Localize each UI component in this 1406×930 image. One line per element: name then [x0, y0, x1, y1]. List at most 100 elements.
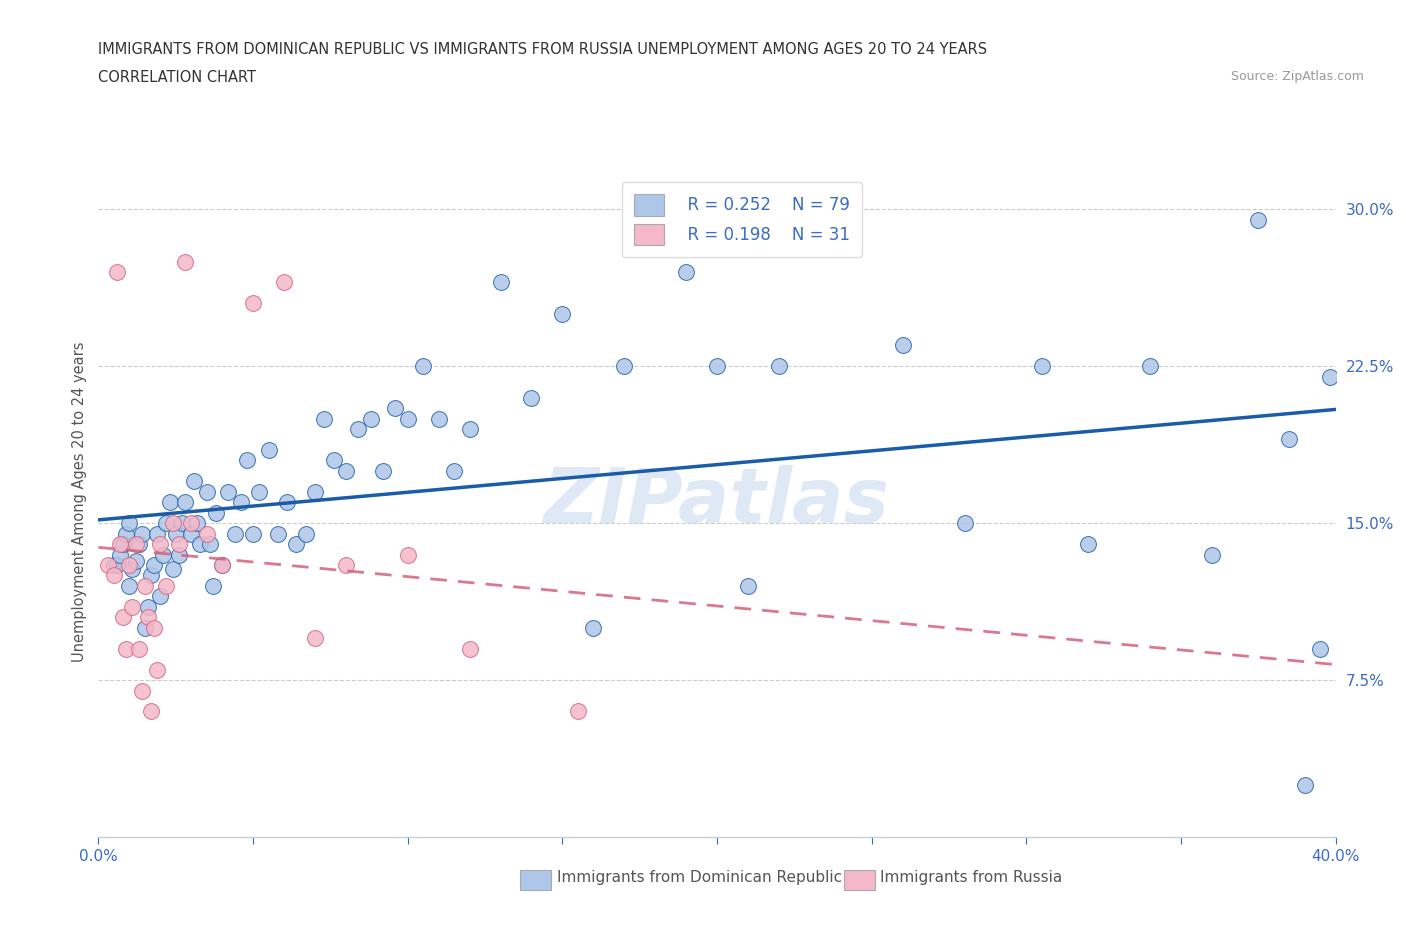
Point	[304, 631, 326, 645]
Point	[162, 516, 184, 531]
Point	[267, 526, 290, 541]
Text: Immigrants from Russia: Immigrants from Russia	[880, 870, 1063, 885]
Point	[427, 411, 450, 426]
Point	[105, 265, 128, 280]
Point	[443, 463, 465, 478]
Point	[322, 453, 344, 468]
Point	[103, 568, 125, 583]
Point	[121, 562, 143, 577]
Point	[108, 537, 131, 551]
Point	[1319, 369, 1341, 384]
Point	[276, 495, 298, 510]
Point	[183, 474, 205, 489]
Point	[198, 537, 221, 551]
Point	[180, 526, 202, 541]
Point	[170, 516, 193, 531]
Point	[118, 578, 141, 593]
Point	[242, 526, 264, 541]
Point	[458, 642, 481, 657]
Point	[335, 558, 357, 573]
Legend:   R = 0.252    N = 79,   R = 0.198    N = 31: R = 0.252 N = 79, R = 0.198 N = 31	[621, 182, 862, 257]
Point	[146, 526, 169, 541]
Point	[644, 212, 666, 227]
Point	[273, 275, 295, 290]
Point	[136, 610, 159, 625]
Point	[247, 485, 270, 499]
Point	[953, 516, 976, 531]
Point	[115, 526, 138, 541]
Point	[134, 620, 156, 635]
Point	[314, 411, 336, 426]
Point	[396, 547, 419, 562]
Point	[551, 307, 574, 322]
Point	[139, 568, 162, 583]
Point	[143, 558, 166, 573]
Point	[152, 547, 174, 562]
Point	[211, 558, 233, 573]
Point	[520, 391, 543, 405]
Point	[768, 359, 790, 374]
Point	[103, 558, 125, 573]
Point	[285, 537, 308, 551]
Point	[706, 359, 728, 374]
Point	[1031, 359, 1053, 374]
Point	[128, 642, 150, 657]
Point	[131, 683, 153, 698]
Point	[217, 485, 239, 499]
Text: Immigrants from Dominican Republic: Immigrants from Dominican Republic	[557, 870, 842, 885]
Point	[180, 516, 202, 531]
Point	[567, 704, 589, 719]
Text: ZIPatlas: ZIPatlas	[544, 465, 890, 539]
Point	[136, 600, 159, 615]
Text: Source: ZipAtlas.com: Source: ZipAtlas.com	[1230, 70, 1364, 83]
Point	[1077, 537, 1099, 551]
Y-axis label: Unemployment Among Ages 20 to 24 years: Unemployment Among Ages 20 to 24 years	[72, 342, 87, 662]
Point	[186, 516, 208, 531]
Point	[105, 558, 128, 573]
Text: IMMIGRANTS FROM DOMINICAN REPUBLIC VS IMMIGRANTS FROM RUSSIA UNEMPLOYMENT AMONG : IMMIGRANTS FROM DOMINICAN REPUBLIC VS IM…	[98, 42, 987, 57]
Point	[304, 485, 326, 499]
Point	[146, 662, 169, 677]
Point	[242, 296, 264, 311]
Point	[149, 589, 172, 604]
Point	[891, 338, 914, 352]
Point	[1201, 547, 1223, 562]
Point	[134, 578, 156, 593]
Point	[112, 537, 135, 551]
Point	[236, 453, 259, 468]
Point	[1294, 777, 1316, 792]
Point	[124, 553, 146, 568]
Point	[360, 411, 382, 426]
Point	[737, 578, 759, 593]
Point	[582, 620, 605, 635]
Point	[124, 537, 146, 551]
Point	[211, 558, 233, 573]
Point	[139, 704, 162, 719]
Point	[201, 578, 224, 593]
Point	[167, 547, 190, 562]
Point	[229, 495, 252, 510]
Point	[195, 485, 218, 499]
Point	[371, 463, 394, 478]
Point	[165, 526, 187, 541]
Point	[412, 359, 434, 374]
Point	[384, 401, 406, 416]
Point	[131, 526, 153, 541]
Point	[155, 578, 177, 593]
Point	[458, 421, 481, 436]
Point	[162, 562, 184, 577]
Point	[97, 558, 120, 573]
Point	[335, 463, 357, 478]
Point	[149, 537, 172, 551]
Point	[396, 411, 419, 426]
Point	[118, 558, 141, 573]
Point	[128, 537, 150, 551]
Point	[190, 537, 212, 551]
Point	[167, 537, 190, 551]
Point	[1247, 212, 1270, 227]
Point	[174, 254, 197, 269]
Point	[143, 620, 166, 635]
Point	[159, 495, 181, 510]
Text: CORRELATION CHART: CORRELATION CHART	[98, 70, 256, 85]
Point	[155, 516, 177, 531]
